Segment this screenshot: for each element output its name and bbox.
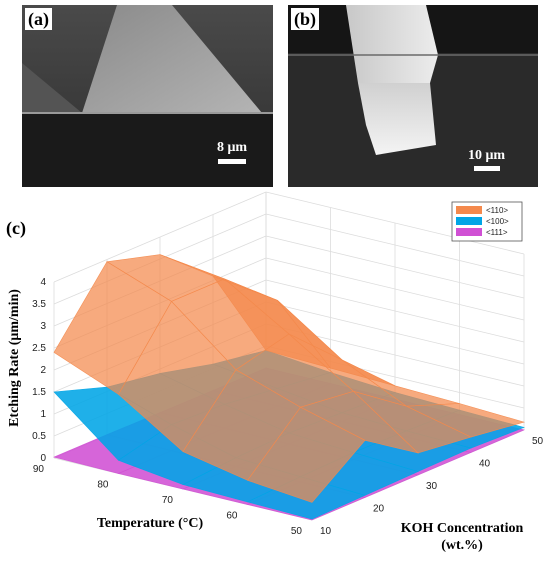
legend: <110> <100> <111> xyxy=(451,201,523,242)
panel-a-label: (a) xyxy=(25,8,52,30)
z-axis-label: Etching Rate (μm/min) xyxy=(7,289,22,427)
temperature-tick-label: 60 xyxy=(226,511,238,522)
scale-bar-a xyxy=(218,159,246,164)
temperature-tick-label: 70 xyxy=(162,495,174,506)
koh-tick-label: 10 xyxy=(320,526,332,537)
z-tick-label: 1 xyxy=(40,409,46,420)
sem-image-b: (b) 10 μm xyxy=(288,5,538,187)
z-tick-label: 0.5 xyxy=(32,431,46,442)
scale-bar-a-label: 8 μm xyxy=(217,140,248,155)
tick-layer: 0 0.5 1 1.5 2 2.5 3 3.5 4 50 60 70 80 90 10 20 30 40 50 Etc… xyxy=(7,277,544,553)
panel-b-label: (b) xyxy=(291,8,319,30)
z-tick-label: 2 xyxy=(40,365,46,376)
z-tick-label: 0 xyxy=(40,453,46,464)
koh-tick-label: 20 xyxy=(373,504,385,515)
z-tick-label: 1.5 xyxy=(32,387,46,398)
sem-image-a: (a) 8 μm xyxy=(22,5,273,187)
scale-bar-b xyxy=(474,166,500,171)
panel-c-label: (c) xyxy=(6,218,26,239)
z-tick-label: 2.5 xyxy=(32,343,46,354)
koh-axis-label: KOH Concentration xyxy=(401,521,524,536)
koh-tick-label: 30 xyxy=(426,481,438,492)
surface-patch xyxy=(406,403,526,438)
z-tick-label: 3 xyxy=(40,321,46,332)
legend-swatch xyxy=(456,228,482,236)
legend-entry: <110> xyxy=(486,206,508,215)
legend-entry: <100> xyxy=(486,217,509,226)
etching-rate-surface-chart: 0 0.5 1 1.5 2 2.5 3 3.5 4 50 60 70 80 90 10 20 30 40 50 Etc… xyxy=(6,191,544,553)
koh-tick-label: 50 xyxy=(532,436,544,447)
legend-entry: <111> xyxy=(486,228,508,237)
temperature-tick-label: 90 xyxy=(33,464,45,475)
surface-layer xyxy=(53,254,526,521)
koh-axis-label: (wt.%) xyxy=(441,538,483,553)
sem-image-b-drawing xyxy=(288,5,538,187)
legend-swatch xyxy=(456,217,482,225)
temperature-tick-label: 50 xyxy=(291,526,303,537)
scale-bar-b-label: 10 μm xyxy=(468,148,506,163)
temperature-tick-label: 80 xyxy=(97,480,109,491)
legend-swatch xyxy=(456,206,482,214)
z-tick-label: 3.5 xyxy=(32,299,46,310)
sem-image-a-drawing xyxy=(22,5,273,187)
z-tick-label: 4 xyxy=(40,277,46,288)
koh-tick-label: 40 xyxy=(479,459,491,470)
surface-110 xyxy=(53,254,526,503)
temperature-axis-label: Temperature (°C) xyxy=(97,516,204,531)
